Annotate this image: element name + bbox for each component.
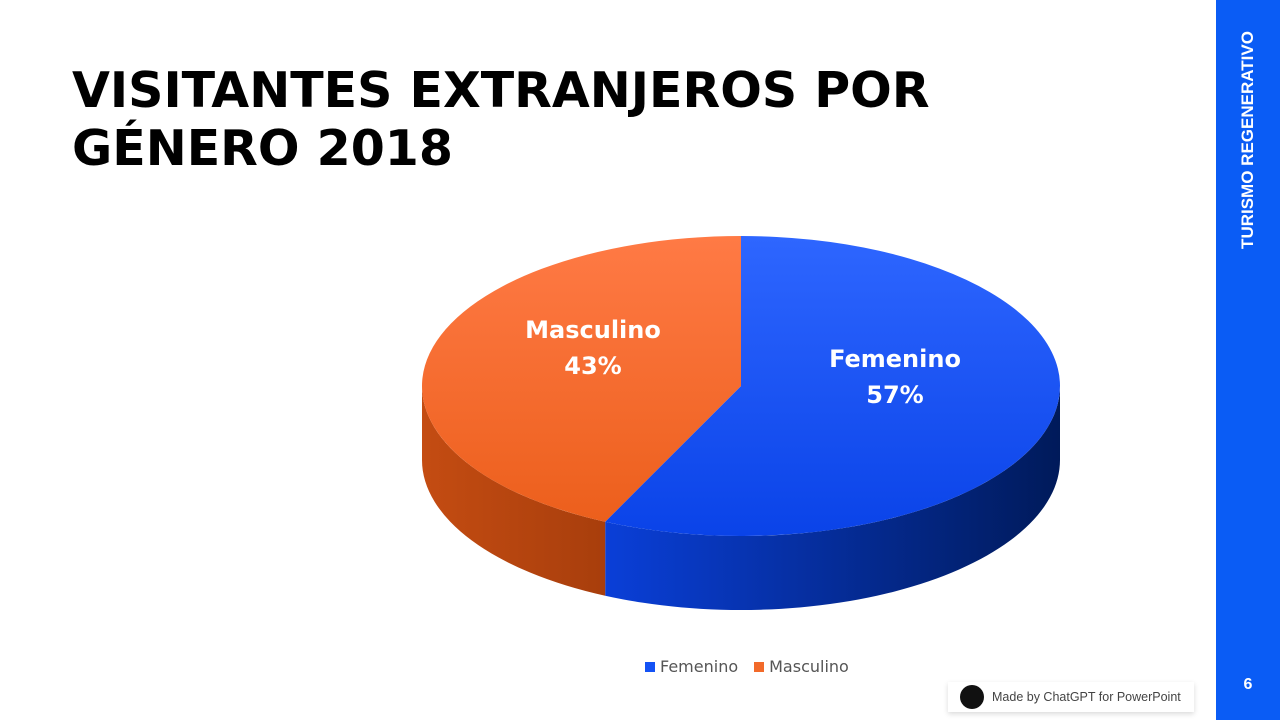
pie-slice-masculino — [421, 236, 741, 522]
legend-swatch-femenino — [645, 661, 655, 672]
legend-item-femenino: Femenino — [645, 657, 738, 676]
legend-item-masculino: Masculino — [754, 657, 849, 676]
legend-label: Masculino — [769, 657, 849, 676]
sidebar-label: TURISMO REGENERATIVO — [1238, 31, 1257, 249]
data-label-masculino-value: 43% — [564, 352, 621, 380]
pie-side-femenino — [605, 386, 1060, 610]
data-label-femenino-value: 57% — [866, 381, 923, 409]
data-label-masculino-name: Masculino — [525, 316, 661, 344]
pie-side-masculino — [422, 386, 606, 596]
made-by-badge[interactable]: Made by ChatGPT for PowerPoint — [948, 682, 1194, 712]
page-number: 6 — [1243, 676, 1253, 693]
pie-chart: Femenino 57% Masculino 43% — [421, 236, 1060, 610]
data-label-femenino-name: Femenino — [829, 345, 961, 373]
page-title: VISITANTES EXTRANJEROS POR GÉNERO 2018 — [72, 62, 930, 177]
pie-slice-femenino — [605, 236, 1060, 536]
gpt-logo-icon — [960, 685, 984, 709]
badge-text: Made by ChatGPT for PowerPoint — [992, 690, 1181, 704]
chart-legend: Femenino Masculino — [645, 657, 849, 676]
legend-swatch-masculino — [754, 661, 765, 672]
sidebar — [1216, 0, 1280, 720]
legend-label: Femenino — [660, 657, 739, 676]
